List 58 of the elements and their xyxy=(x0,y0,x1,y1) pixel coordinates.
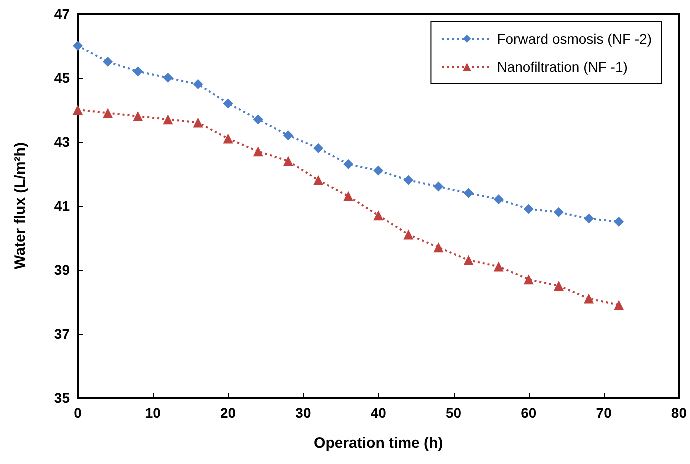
point xyxy=(313,143,324,154)
point xyxy=(464,255,474,266)
point xyxy=(103,108,114,118)
point xyxy=(374,210,384,221)
y-axis-title: Water flux (L/m²h) xyxy=(12,142,29,270)
point xyxy=(283,130,294,141)
x-axis-title: Operation time (h) xyxy=(314,435,444,452)
point xyxy=(344,159,354,170)
y-tick-label: 43 xyxy=(54,134,70,150)
y-tick-label: 45 xyxy=(54,70,70,86)
point xyxy=(404,175,414,186)
point xyxy=(163,114,174,125)
point xyxy=(434,182,444,192)
point xyxy=(584,294,594,304)
point xyxy=(103,57,114,67)
point xyxy=(554,281,564,291)
point xyxy=(193,118,204,128)
legend-label: Nanofiltration (NF -1) xyxy=(497,59,628,75)
x-tick-label: 50 xyxy=(446,405,462,421)
x-tick-label: 30 xyxy=(296,405,312,421)
point xyxy=(554,207,564,218)
point xyxy=(223,98,234,109)
point xyxy=(73,105,83,115)
y-tick-label: 47 xyxy=(54,6,70,22)
point xyxy=(193,79,204,90)
x-tick-label: 0 xyxy=(74,405,82,421)
point xyxy=(163,73,174,83)
y-tick-label: 41 xyxy=(54,198,70,214)
x-tick-label: 10 xyxy=(145,405,162,421)
point xyxy=(404,230,414,240)
point xyxy=(434,242,444,253)
point xyxy=(584,214,594,224)
point xyxy=(374,166,384,176)
point xyxy=(133,66,144,77)
y-tick-label: 39 xyxy=(54,262,70,278)
point xyxy=(253,146,264,157)
point xyxy=(524,204,534,214)
point xyxy=(344,191,354,202)
x-tick-label: 20 xyxy=(220,405,236,421)
point xyxy=(614,217,624,227)
point xyxy=(73,41,83,51)
point xyxy=(464,188,474,198)
point xyxy=(494,262,504,272)
legend-label: Forward osmosis (NF -2) xyxy=(497,31,652,47)
x-tick-label: 80 xyxy=(671,405,688,421)
y-tick-label: 37 xyxy=(54,326,70,342)
point xyxy=(313,175,324,186)
point xyxy=(223,134,234,144)
y-tick-label: 35 xyxy=(54,390,70,406)
x-tick-label: 60 xyxy=(521,405,537,421)
point xyxy=(494,194,504,205)
point xyxy=(283,156,294,166)
x-tick-label: 70 xyxy=(596,405,612,421)
point xyxy=(133,111,144,122)
point xyxy=(524,274,534,285)
point xyxy=(614,300,624,310)
point xyxy=(253,114,264,125)
x-tick-label: 40 xyxy=(370,405,387,421)
